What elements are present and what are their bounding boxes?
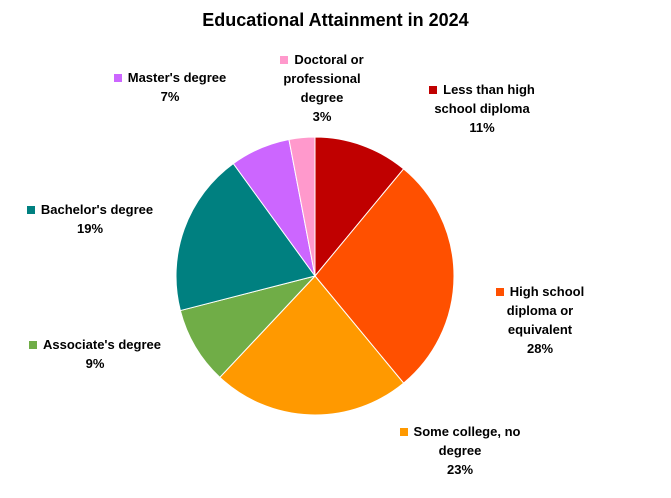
slice-label: Some college, no degree 23% — [390, 422, 530, 479]
category-label: Associate's degree — [43, 337, 161, 352]
pie-slice — [175, 162, 316, 312]
value-label: 7% — [160, 89, 180, 104]
value-label: 23% — [446, 462, 474, 477]
value-label: 28% — [526, 341, 554, 356]
legend-swatch — [399, 428, 408, 436]
value-label: 19% — [76, 221, 104, 236]
legend-entry: Some college, no degree — [390, 422, 530, 460]
legend-entry: High school diploma or equivalent — [493, 282, 588, 339]
legend-swatch — [113, 74, 122, 82]
category-label: Less than high school diploma — [434, 82, 535, 116]
pie-slice — [288, 136, 316, 277]
slice-label: Master's degree 7% — [70, 68, 270, 106]
slice-label: Less than high school diploma 11% — [417, 80, 547, 137]
category-label: Master's degree — [127, 70, 227, 85]
category-label: Some college, no degree — [413, 424, 521, 458]
pie-slice — [219, 275, 405, 416]
slice-label: High school diploma or equivalent 28% — [493, 282, 588, 358]
legend-entry: Bachelor's degree — [0, 200, 190, 219]
legend-swatch — [26, 206, 35, 214]
legend-swatch — [429, 86, 438, 94]
legend-entry: Associate's degree — [0, 335, 195, 354]
category-label: High school diploma or equivalent — [506, 284, 585, 337]
legend-swatch — [495, 288, 504, 296]
legend-swatch — [29, 341, 37, 349]
legend-entry: Master's degree — [70, 68, 270, 87]
legend-swatch — [280, 56, 289, 64]
value-label: 9% — [85, 356, 105, 371]
pie-slice — [314, 168, 455, 384]
legend-entry: Less than high school diploma — [417, 80, 547, 118]
category-label: Doctoral or professional degree — [283, 52, 364, 105]
value-label: 11% — [469, 120, 495, 135]
slice-label: Bachelor's degree 19% — [0, 200, 190, 238]
slice-label: Associate's degree 9% — [0, 335, 195, 373]
category-label: Bachelor's degree — [40, 202, 154, 217]
chart-title: Educational Attainment in 2024 — [202, 10, 469, 30]
pie-slice — [314, 136, 405, 278]
slice-label: Doctoral or professional degree 3% — [272, 50, 372, 126]
legend-entry: Doctoral or professional degree — [272, 50, 372, 107]
value-label: 3% — [312, 109, 332, 124]
pie-slice — [179, 275, 317, 379]
